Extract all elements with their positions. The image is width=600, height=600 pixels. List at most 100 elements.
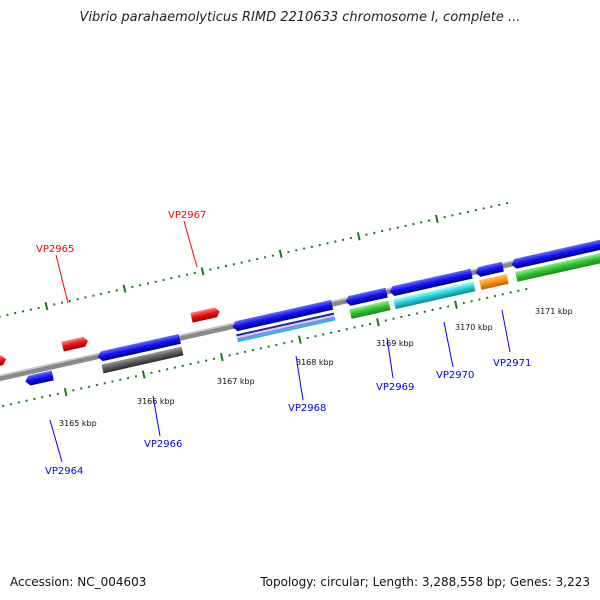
scale-tick xyxy=(298,336,302,344)
scale-tick xyxy=(412,223,414,225)
scale-tick xyxy=(365,233,367,235)
scale-tick xyxy=(397,226,399,228)
scale-tick xyxy=(170,277,172,279)
scale-tick xyxy=(213,358,215,360)
gene-arrow-vp2965[interactable] xyxy=(62,336,90,351)
scale-tick xyxy=(217,267,219,269)
gene-label-vp2969[interactable]: VP2969 xyxy=(376,382,414,393)
scale-tick xyxy=(22,310,24,312)
scale-tick xyxy=(155,281,157,283)
scale-tick xyxy=(37,307,39,309)
scale-tick xyxy=(64,388,68,396)
scale-tick xyxy=(494,295,496,297)
scale-tick xyxy=(260,347,262,349)
scale-tick xyxy=(233,263,235,265)
scale-tick xyxy=(267,345,269,347)
scale-tick xyxy=(389,228,391,230)
scale-tick xyxy=(178,275,180,277)
scale-tick xyxy=(182,365,184,367)
scale-tick xyxy=(420,221,422,223)
scale-tick xyxy=(435,215,439,223)
gene-label-vp2971[interactable]: VP2971 xyxy=(493,358,531,369)
scale-tick xyxy=(454,301,458,309)
tick-label-3171: 3171 kbp xyxy=(535,307,573,316)
scale-tick xyxy=(194,272,196,274)
scale-tick xyxy=(502,293,504,295)
scale-tick xyxy=(139,284,141,286)
scale-tick xyxy=(142,370,146,378)
scale-tick xyxy=(416,312,418,314)
scale-tick xyxy=(447,305,449,307)
gene-label-vp2968[interactable]: VP2968 xyxy=(288,403,326,414)
scale-tick xyxy=(357,232,361,240)
scale-tick xyxy=(2,405,4,407)
gene-arrow-red[interactable] xyxy=(0,354,7,368)
lower-scale xyxy=(0,285,528,414)
scale-tick xyxy=(174,366,176,368)
scale-tick xyxy=(361,325,363,327)
scale-tick xyxy=(111,380,113,382)
accession-text: Accession: NC_004603 xyxy=(10,575,146,589)
scale-tick xyxy=(306,337,308,339)
scale-tick xyxy=(197,361,199,363)
scale-tick xyxy=(69,300,71,302)
scale-tick xyxy=(506,202,508,204)
scale-tick xyxy=(6,314,8,316)
tick-label-3167: 3167 kbp xyxy=(217,377,255,386)
genome-map: VP2965 VP2967 VP2964 VP2966 VP2968 VP296… xyxy=(0,0,600,600)
scale-tick xyxy=(291,340,293,342)
scale-tick xyxy=(96,384,98,386)
scale-tick xyxy=(33,398,35,400)
scale-tick xyxy=(467,211,469,213)
scale-tick xyxy=(14,312,16,314)
scale-tick xyxy=(123,285,127,293)
genome-summary-text: Topology: circular; Length: 3,288,558 bp… xyxy=(260,575,590,589)
tick-label-3166: 3166 kbp xyxy=(137,397,175,406)
scale-tick xyxy=(279,250,283,258)
scale-tick xyxy=(334,240,336,242)
scale-tick xyxy=(41,396,43,398)
gene-label-vp2970[interactable]: VP2970 xyxy=(436,370,474,381)
gene-label-vp2966[interactable]: VP2966 xyxy=(144,439,182,450)
scale-tick xyxy=(272,254,274,256)
gene-arrow-vp2971a[interactable] xyxy=(474,262,504,278)
gene-block-vp2971[interactable] xyxy=(479,274,509,290)
scale-tick xyxy=(228,354,230,356)
gene-label-vp2965[interactable]: VP2965 xyxy=(36,244,74,255)
scale-tick xyxy=(509,291,511,293)
scale-tick xyxy=(385,319,387,321)
scale-tick xyxy=(248,260,250,262)
scale-tick xyxy=(338,330,340,332)
scale-tick xyxy=(326,242,328,244)
scale-tick xyxy=(451,214,453,216)
scale-tick xyxy=(322,333,324,335)
scale-tick xyxy=(53,303,55,305)
scale-tick xyxy=(319,244,321,246)
scale-tick xyxy=(408,314,410,316)
gene-arrow-vp2967[interactable] xyxy=(190,307,220,323)
scale-tick xyxy=(147,282,149,284)
scale-tick xyxy=(287,251,289,253)
scale-tick xyxy=(72,389,74,391)
scale-tick xyxy=(482,207,484,209)
scale-tick xyxy=(381,230,383,232)
scale-tick xyxy=(220,353,224,361)
scale-tick xyxy=(30,308,32,310)
scale-tick xyxy=(201,267,205,275)
scale-tick xyxy=(428,219,430,221)
scale-tick xyxy=(314,335,316,337)
scale-tick xyxy=(189,363,191,365)
gene-label-vp2967[interactable]: VP2967 xyxy=(168,210,206,221)
scale-tick xyxy=(463,302,465,304)
scale-tick xyxy=(61,301,63,303)
scale-tick xyxy=(525,288,527,290)
scale-tick xyxy=(103,382,105,384)
scale-tick xyxy=(373,232,375,234)
scale-tick xyxy=(431,309,433,311)
scale-tick xyxy=(244,351,246,353)
scale-tick xyxy=(404,225,406,227)
gene-label-vp2964[interactable]: VP2964 xyxy=(45,466,83,477)
scale-tick xyxy=(264,256,266,258)
scale-tick xyxy=(108,291,110,293)
scale-tick xyxy=(100,293,102,295)
